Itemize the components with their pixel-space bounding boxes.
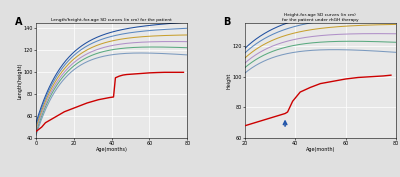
X-axis label: Age(month): Age(month)	[306, 147, 335, 152]
Text: B: B	[224, 17, 231, 27]
Title: Height-for-age SD curves (in cm)
for the patient under rhGH therapy: Height-for-age SD curves (in cm) for the…	[282, 13, 359, 22]
Y-axis label: Length(height): Length(height)	[18, 62, 22, 99]
Y-axis label: Height: Height	[226, 72, 231, 89]
Title: Length/height-for-age SD curves (in cm) for the patient: Length/height-for-age SD curves (in cm) …	[51, 18, 172, 22]
Text: A: A	[15, 17, 22, 27]
X-axis label: Age(months): Age(months)	[96, 147, 128, 152]
